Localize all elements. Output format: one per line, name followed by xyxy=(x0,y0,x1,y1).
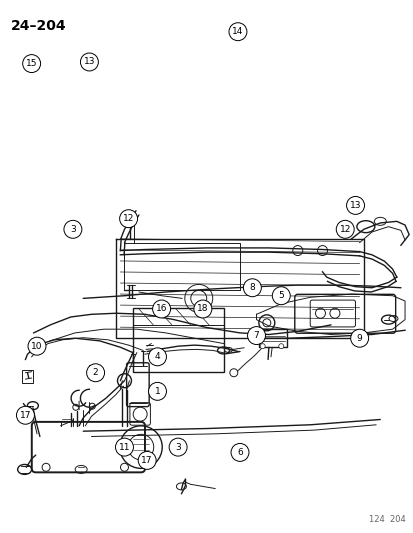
Text: 11: 11 xyxy=(119,442,130,451)
Text: 24–204: 24–204 xyxy=(11,19,66,33)
Text: 14: 14 xyxy=(232,27,243,36)
Circle shape xyxy=(148,348,166,366)
Circle shape xyxy=(148,382,166,400)
Text: 1: 1 xyxy=(154,387,160,396)
Text: 18: 18 xyxy=(197,304,208,313)
Circle shape xyxy=(23,54,40,72)
Text: 17: 17 xyxy=(20,411,31,420)
Circle shape xyxy=(335,220,354,238)
Circle shape xyxy=(86,364,104,382)
Circle shape xyxy=(350,329,368,347)
Circle shape xyxy=(247,327,265,344)
Circle shape xyxy=(346,197,363,214)
Text: 5: 5 xyxy=(278,291,283,300)
Text: 4: 4 xyxy=(154,352,160,361)
Text: 16: 16 xyxy=(155,304,167,313)
Circle shape xyxy=(228,23,246,41)
Circle shape xyxy=(260,344,265,349)
Text: 7: 7 xyxy=(253,331,259,340)
Text: 12: 12 xyxy=(339,225,350,234)
Circle shape xyxy=(138,451,156,470)
Circle shape xyxy=(230,443,248,462)
Text: 3: 3 xyxy=(175,442,180,451)
Text: 8: 8 xyxy=(249,283,255,292)
Text: 13: 13 xyxy=(349,201,361,210)
Circle shape xyxy=(229,369,237,377)
Circle shape xyxy=(278,344,283,349)
Text: 12: 12 xyxy=(123,214,134,223)
Text: 17: 17 xyxy=(141,456,152,465)
Text: 3: 3 xyxy=(70,225,76,234)
Circle shape xyxy=(28,337,46,355)
Text: 15: 15 xyxy=(26,59,37,68)
Circle shape xyxy=(193,300,211,318)
Text: 2: 2 xyxy=(93,368,98,377)
Circle shape xyxy=(169,438,187,456)
Circle shape xyxy=(243,279,261,297)
Text: 10: 10 xyxy=(31,342,43,351)
Circle shape xyxy=(64,220,82,238)
Circle shape xyxy=(152,300,170,318)
Text: 13: 13 xyxy=(83,58,95,67)
Text: 9: 9 xyxy=(356,334,362,343)
Text: 124  204: 124 204 xyxy=(368,515,404,524)
Circle shape xyxy=(272,287,290,305)
Circle shape xyxy=(115,438,133,456)
Circle shape xyxy=(80,53,98,71)
Circle shape xyxy=(17,406,34,424)
Circle shape xyxy=(119,209,137,228)
Text: 6: 6 xyxy=(237,448,242,457)
